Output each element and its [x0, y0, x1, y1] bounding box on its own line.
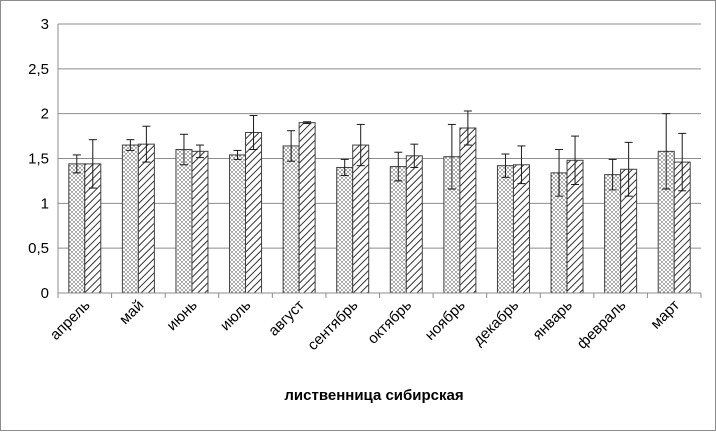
bar-dotted [496, 165, 514, 294]
x-axis-title: лиственница сибирская [284, 387, 463, 404]
bar-dotted [229, 154, 247, 294]
x-tick-label: ноябрь [422, 297, 469, 344]
bar-hatched [405, 155, 423, 294]
y-tick-label: 3 [41, 16, 49, 33]
error-bars [72, 110, 687, 197]
x-tick-label: июнь [163, 297, 200, 334]
x-tick-label: март [647, 297, 683, 333]
bar-dotted [282, 145, 300, 294]
bar-hatched [245, 131, 263, 294]
bar-dotted [336, 166, 354, 294]
bar-hatched [191, 150, 209, 294]
bar-hatched [137, 143, 155, 294]
bar-dotted [604, 174, 622, 294]
x-tick-label: май [116, 297, 147, 328]
gridlines [58, 23, 701, 249]
x-tick-label: апрель [47, 297, 94, 344]
bars [68, 122, 691, 294]
x-tick-label: февраль [574, 297, 630, 353]
x-tick-label: январь [529, 297, 576, 344]
bar-hatched [352, 144, 370, 294]
y-tick-label: 0,5 [28, 240, 49, 257]
axes [57, 24, 702, 298]
x-tick-label: октябрь [364, 297, 415, 348]
x-tick-label: июль [217, 297, 255, 335]
bar-hatched [459, 127, 477, 294]
bar-dotted [68, 163, 86, 294]
x-tick-label: декабрь [470, 297, 523, 350]
x-tick-label: август [265, 297, 308, 340]
y-tick-label: 1 [41, 195, 49, 212]
y-tick-label: 2 [41, 106, 49, 123]
bar-dotted [389, 166, 407, 294]
y-tick-label: 0 [41, 285, 49, 302]
bar-hatched [298, 122, 316, 294]
x-tick-label: сентябрь [304, 297, 361, 354]
y-tick-label: 2,5 [28, 61, 49, 78]
y-tick-labels: 0 0,5 1 1,5 2 2,5 3 [28, 16, 49, 302]
bar-dotted [121, 144, 139, 294]
bar-dotted [175, 149, 193, 294]
y-tick-label: 1,5 [28, 151, 49, 168]
